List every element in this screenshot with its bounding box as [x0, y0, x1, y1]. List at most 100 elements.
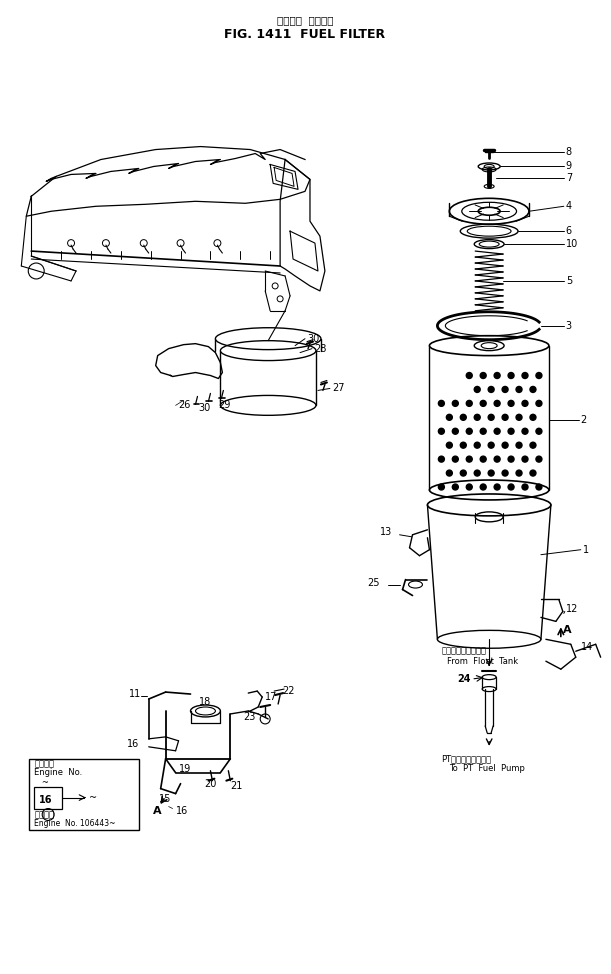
Text: Engine  No.: Engine No.: [34, 768, 82, 777]
Text: 18: 18: [199, 697, 211, 707]
Circle shape: [508, 456, 514, 462]
Circle shape: [522, 456, 528, 462]
Circle shape: [502, 442, 508, 448]
Circle shape: [452, 456, 458, 462]
Text: ~: ~: [89, 793, 97, 803]
Text: 15: 15: [159, 794, 171, 804]
Circle shape: [516, 387, 522, 393]
Circle shape: [488, 414, 494, 421]
Text: 7: 7: [566, 173, 572, 183]
Circle shape: [508, 372, 514, 379]
Circle shape: [480, 456, 486, 462]
Circle shape: [466, 400, 472, 406]
Text: To  PT  Fuel  Pump: To PT Fuel Pump: [449, 765, 525, 773]
Text: 23: 23: [243, 712, 255, 722]
Circle shape: [480, 429, 486, 434]
Circle shape: [439, 400, 444, 406]
Circle shape: [460, 442, 466, 448]
Circle shape: [536, 372, 542, 379]
Text: 27: 27: [332, 384, 345, 393]
Circle shape: [474, 414, 480, 421]
Text: 13: 13: [379, 527, 392, 537]
Text: フロートタンクから: フロートタンクから: [441, 647, 486, 656]
Circle shape: [502, 470, 508, 476]
Circle shape: [494, 400, 500, 406]
Bar: [34, 787, 62, 808]
Circle shape: [480, 372, 486, 379]
Text: 8: 8: [566, 146, 572, 157]
Text: 1: 1: [583, 544, 589, 555]
Circle shape: [536, 484, 542, 490]
Circle shape: [474, 387, 480, 393]
Circle shape: [452, 429, 458, 434]
Circle shape: [522, 429, 528, 434]
Text: 適用号機: 適用号機: [34, 760, 54, 768]
Text: A: A: [153, 805, 161, 815]
Circle shape: [530, 387, 536, 393]
Text: 16: 16: [175, 805, 188, 815]
Circle shape: [488, 470, 494, 476]
Circle shape: [516, 414, 522, 421]
Text: 6: 6: [566, 226, 572, 236]
Circle shape: [508, 400, 514, 406]
Circle shape: [494, 429, 500, 434]
Text: 10: 10: [566, 239, 578, 249]
Text: 16: 16: [39, 795, 53, 805]
Text: 25: 25: [368, 578, 380, 587]
Circle shape: [466, 456, 472, 462]
Circle shape: [466, 372, 472, 379]
Text: 適用号機: 適用号機: [34, 810, 54, 819]
Text: 19: 19: [178, 764, 191, 773]
Circle shape: [494, 372, 500, 379]
Circle shape: [452, 400, 458, 406]
Circle shape: [480, 400, 486, 406]
Circle shape: [522, 400, 528, 406]
Text: 20: 20: [204, 778, 217, 789]
Text: 11: 11: [128, 689, 141, 699]
Text: 26: 26: [178, 400, 191, 410]
Circle shape: [466, 429, 472, 434]
Text: 21: 21: [230, 780, 243, 791]
Text: 28: 28: [314, 344, 326, 354]
Circle shape: [447, 414, 452, 421]
Circle shape: [460, 414, 466, 421]
Circle shape: [439, 484, 444, 490]
Text: ~: ~: [34, 778, 49, 787]
Circle shape: [530, 442, 536, 448]
Text: 22: 22: [282, 686, 295, 696]
Circle shape: [439, 429, 444, 434]
Text: 4: 4: [566, 202, 572, 211]
Circle shape: [474, 442, 480, 448]
Circle shape: [536, 429, 542, 434]
Text: FIG. 1411  FUEL FILTER: FIG. 1411 FUEL FILTER: [224, 27, 386, 41]
Circle shape: [494, 456, 500, 462]
Text: 9: 9: [566, 162, 572, 171]
Text: 5: 5: [566, 276, 572, 286]
Text: From  Float  Tank: From Float Tank: [447, 656, 519, 665]
Text: 2: 2: [580, 415, 587, 426]
Text: Engine  No. 106443~: Engine No. 106443~: [34, 819, 115, 828]
Circle shape: [452, 484, 458, 490]
Text: A: A: [563, 625, 571, 635]
Circle shape: [516, 470, 522, 476]
Circle shape: [530, 414, 536, 421]
Text: 17: 17: [265, 693, 277, 702]
Bar: [29, 759, 139, 831]
Circle shape: [508, 484, 514, 490]
Circle shape: [494, 484, 500, 490]
Text: 30: 30: [199, 403, 211, 413]
Circle shape: [522, 484, 528, 490]
Circle shape: [536, 400, 542, 406]
Text: 12: 12: [566, 605, 578, 615]
Text: 24: 24: [457, 674, 471, 684]
Circle shape: [516, 442, 522, 448]
Text: 3: 3: [566, 320, 572, 331]
Circle shape: [474, 470, 480, 476]
Circle shape: [530, 470, 536, 476]
Circle shape: [488, 387, 494, 393]
Circle shape: [488, 442, 494, 448]
Text: 30: 30: [307, 334, 319, 344]
Circle shape: [536, 456, 542, 462]
Text: 29: 29: [218, 400, 231, 410]
Circle shape: [480, 484, 486, 490]
